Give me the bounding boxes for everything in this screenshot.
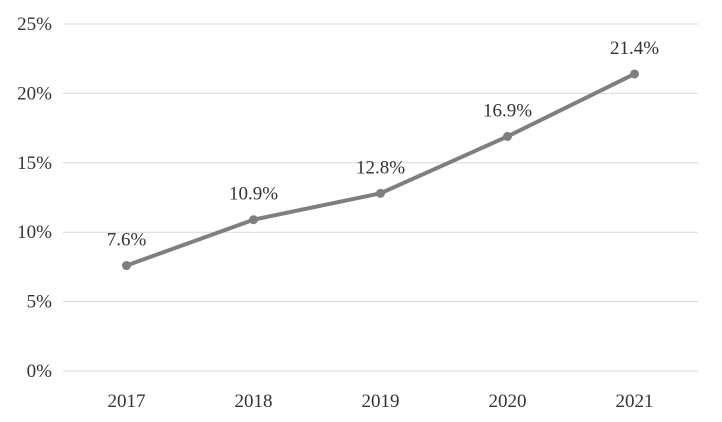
x-axis-tick-labels: 2017 2018 2019 2020 2021 [108, 391, 654, 412]
x-tick-label: 2019 [362, 391, 400, 412]
x-tick-label: 2017 [108, 391, 146, 412]
x-tick-label: 2020 [489, 391, 527, 412]
y-tick-label: 25% [17, 14, 52, 35]
data-point-marker [122, 261, 131, 271]
data-label: 10.9% [229, 184, 278, 205]
data-point-marker [630, 69, 639, 79]
y-tick-label: 10% [17, 222, 52, 243]
data-label: 12.8% [356, 157, 405, 178]
y-tick-label: 20% [17, 83, 52, 104]
y-axis-tick-labels: 0% 5% 10% 15% 20% 25% [17, 14, 52, 382]
gridlines [63, 23, 698, 372]
data-label: 21.4% [610, 38, 659, 59]
data-labels: 7.6% 10.9% 12.8% 16.9% 21.4% [107, 38, 660, 251]
data-label: 7.6% [107, 230, 147, 251]
data-point-marker [376, 188, 385, 198]
data-label: 16.9% [483, 100, 532, 121]
x-tick-label: 2018 [235, 391, 273, 412]
y-tick-label: 5% [27, 292, 53, 313]
y-tick-label: 0% [27, 361, 53, 382]
y-tick-label: 15% [17, 153, 52, 174]
x-tick-label: 2021 [616, 391, 654, 412]
series-group [122, 69, 639, 271]
data-point-marker [249, 215, 258, 225]
data-point-marker [503, 131, 512, 141]
